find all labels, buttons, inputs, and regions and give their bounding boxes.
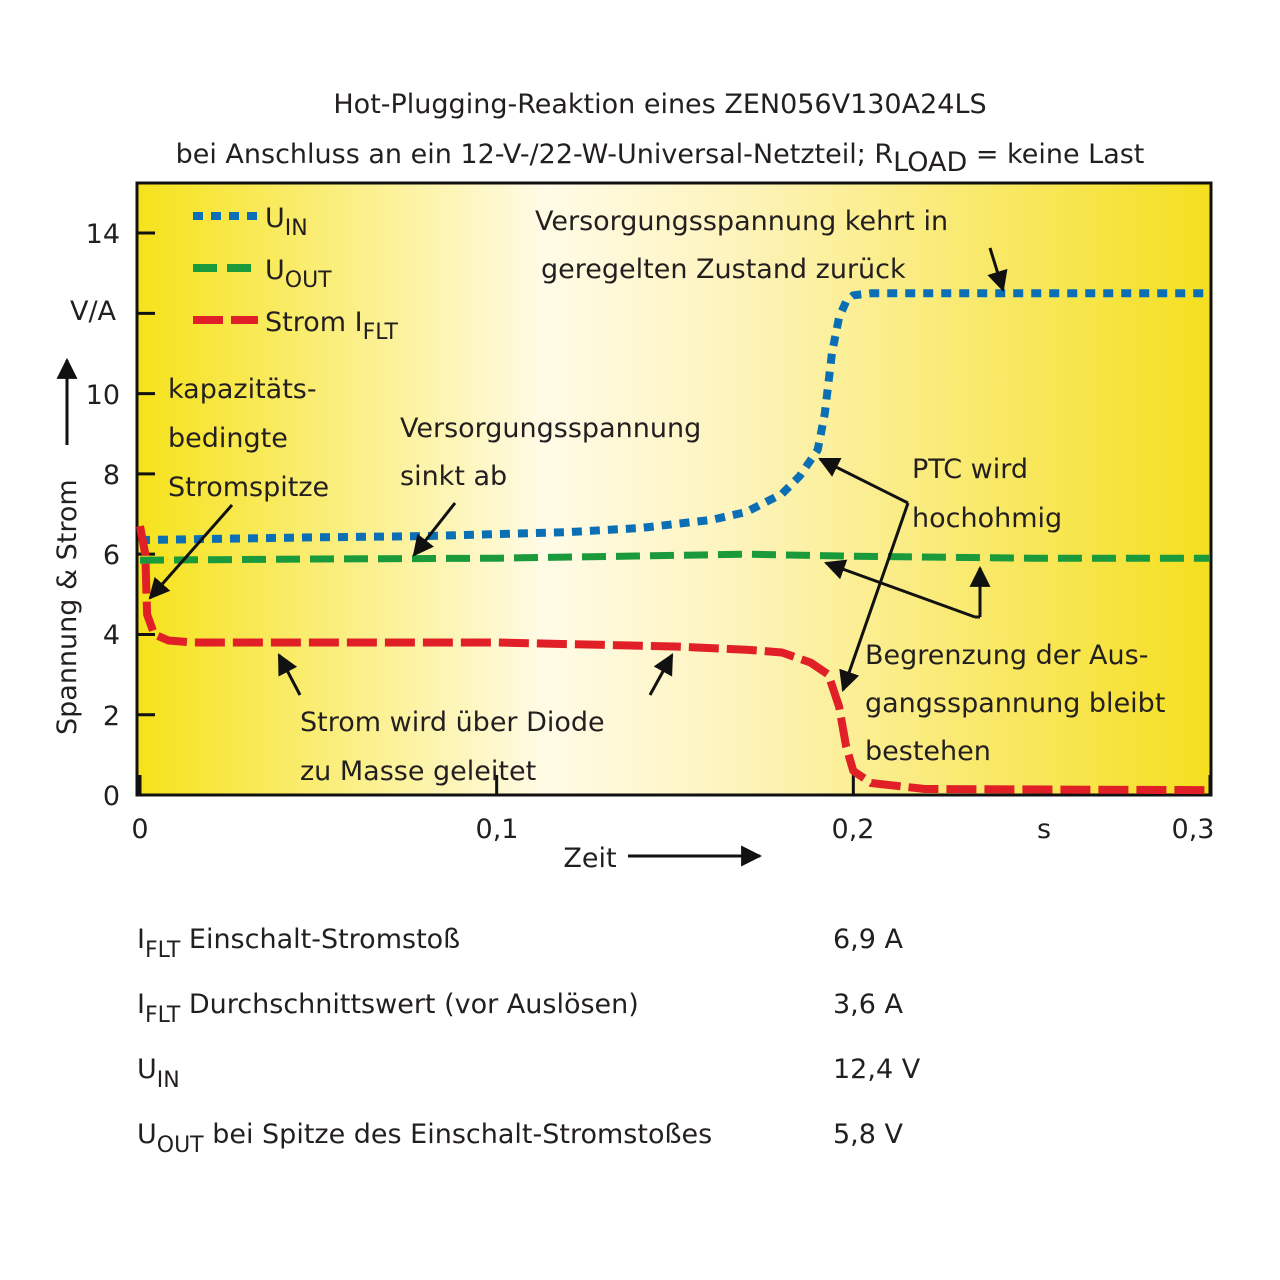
table-description: Durchschnittswert (vor Auslösen) <box>180 989 639 1020</box>
table-row-value: 12,4 V <box>833 1054 921 1085</box>
series-line-strom-iflt <box>136 525 1211 795</box>
legend-label-uin: UIN <box>265 203 308 241</box>
table-symbol-sub: IN <box>157 1068 180 1093</box>
annotation-spannung-kehrt: geregelten Zustand zurück <box>541 254 906 285</box>
x-tick-label: 0,3 <box>1172 814 1215 845</box>
x-tick-label: 0,2 <box>832 814 875 845</box>
annotation-begrenzung: gangsspannung bleibt <box>865 688 1165 719</box>
y-tick-label: 4 <box>103 620 120 651</box>
annotation-diode: Strom wird über Diode <box>300 707 605 738</box>
title-subscript: LOAD <box>893 147 967 178</box>
annotation-arrow <box>412 502 457 557</box>
table-row-label: UIN <box>137 1054 180 1093</box>
annotation-arrow <box>824 559 976 619</box>
legend-main: U <box>265 255 285 286</box>
annotation-arrow <box>277 653 302 696</box>
annotation-spannung-sinkt: sinkt ab <box>400 461 507 492</box>
annotation-begrenzung: Begrenzung der Aus- <box>865 640 1148 671</box>
annotation-spannung-kehrt: Versorgungsspannung kehrt in <box>535 206 948 237</box>
annotation-kapazitaet: bedingte <box>168 423 288 454</box>
legend-main: U <box>265 203 285 234</box>
annotation-spannung-sinkt: Versorgungsspannung <box>400 413 701 444</box>
table-row-value: 6,9 A <box>833 924 904 955</box>
y-tick-label: 14 <box>86 219 120 250</box>
y-tick-label: 2 <box>103 701 120 732</box>
table-symbol: I <box>137 989 145 1020</box>
legend-main: Strom I <box>265 307 363 338</box>
table-symbol-sub: FLT <box>145 1003 181 1028</box>
table-row-label: UOUT bei Spitze des Einschalt-Stromstoße… <box>137 1119 712 1158</box>
series-line-uout <box>139 550 1210 564</box>
legend-sub: IN <box>285 216 308 241</box>
table-symbol: I <box>137 924 145 955</box>
annotation-kapazitaet: Stromspitze <box>168 472 329 503</box>
x-tick-label: 0,1 <box>476 814 519 845</box>
legend-label-uout: UOUT <box>265 255 332 293</box>
y-tick-label: 10 <box>86 380 120 411</box>
annotation-ptc: hochohmig <box>912 503 1062 534</box>
annotation-arrow <box>648 653 674 696</box>
legend-label-iflt: Strom IFLT <box>265 307 398 345</box>
table-row-value: 3,6 A <box>833 989 904 1020</box>
x-tick-label: 0 <box>131 814 148 845</box>
table-row-label: IFLT Einschalt-Stromstoß <box>137 924 460 963</box>
annotation-arrow <box>839 502 910 692</box>
annotation-arrow <box>818 457 909 505</box>
annotation-kapazitaet: kapazitäts- <box>168 374 317 405</box>
legend-sub: FLT <box>363 320 399 345</box>
table-symbol-sub: FLT <box>145 938 181 963</box>
legend-sub: OUT <box>285 268 332 293</box>
y-axis-label: Spannung & Strom <box>52 479 83 735</box>
annotation-begrenzung: bestehen <box>865 736 991 767</box>
chart-title-line2: bei Anschluss an ein 12-V-/22-W-Universa… <box>176 139 1145 178</box>
title-text: bei Anschluss an ein 12-V-/22-W-Universa… <box>176 139 894 170</box>
annotation-arrow <box>987 247 1008 293</box>
y-tick-label: 6 <box>103 540 120 571</box>
table-symbol: U <box>137 1054 157 1085</box>
annotation-arrow <box>148 504 234 600</box>
table-symbol: U <box>137 1119 157 1150</box>
y-tick-label: 0 <box>103 781 120 812</box>
y-tick-label: 8 <box>103 460 120 491</box>
x-axis-label: Zeit <box>563 843 616 874</box>
title-text-end: = keine Last <box>967 139 1144 170</box>
table-row-label: IFLT Durchschnittswert (vor Auslösen) <box>137 989 639 1028</box>
x-unit-label: s <box>1037 814 1051 845</box>
y-unit-label: V/A <box>70 296 117 327</box>
series-line-uin <box>139 289 1210 545</box>
plot-area <box>135 181 1213 797</box>
chart-title-line1: Hot-Plugging-Reaktion eines ZEN056V130A2… <box>333 89 986 120</box>
annotation-ptc: PTC wird <box>912 454 1028 485</box>
annotation-diode: zu Masse geleitet <box>300 756 536 787</box>
table-description: bei Spitze des Einschalt-Stromstoßes <box>204 1119 713 1150</box>
table-symbol-sub: OUT <box>157 1133 204 1158</box>
table-description: Einschalt-Stromstoß <box>180 924 460 955</box>
table-row-value: 5,8 V <box>833 1119 904 1150</box>
